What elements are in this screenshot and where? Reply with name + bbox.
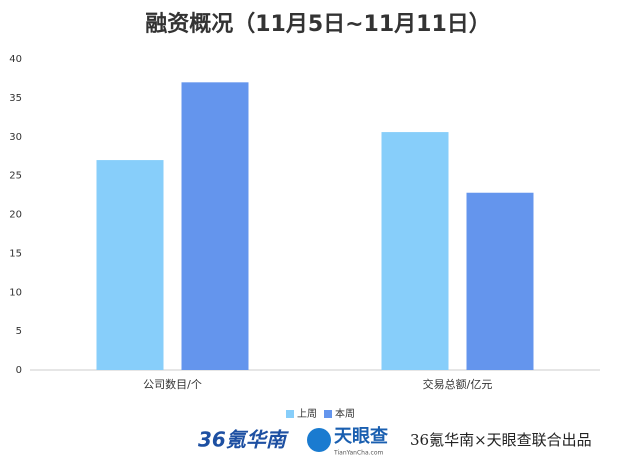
legend-swatch bbox=[286, 410, 294, 418]
bar bbox=[381, 132, 449, 370]
footer-logo: 天眼查 bbox=[334, 425, 388, 447]
bar bbox=[466, 192, 534, 370]
legend-label: 上周 bbox=[297, 408, 317, 420]
y-tick-label: 10 bbox=[9, 287, 22, 298]
y-tick-label: 0 bbox=[16, 365, 22, 376]
y-tick-label: 30 bbox=[9, 132, 22, 143]
y-tick-label: 20 bbox=[9, 210, 22, 221]
y-tick-label: 40 bbox=[9, 54, 22, 65]
footer-credit: 36氪华南×天眼查联合出品 bbox=[410, 431, 592, 449]
legend-swatch bbox=[324, 410, 332, 418]
bar bbox=[181, 82, 249, 370]
logo-icon bbox=[307, 428, 331, 452]
footer-logo: 36氪华南 bbox=[198, 428, 289, 452]
y-tick-label: 5 bbox=[16, 326, 22, 337]
bar bbox=[96, 160, 164, 370]
y-tick-label: 15 bbox=[9, 248, 22, 259]
y-tick-label: 35 bbox=[9, 93, 22, 104]
x-tick-label: 交易总额/亿元 bbox=[423, 377, 493, 391]
legend-label: 本周 bbox=[335, 407, 355, 420]
chart-title: 融资概况（11月5日~11月11日） bbox=[145, 11, 491, 37]
y-tick-label: 25 bbox=[9, 171, 22, 182]
footer-logo-sub: TianYanCha.com bbox=[333, 450, 383, 457]
x-tick-label: 公司数目/个 bbox=[143, 378, 202, 391]
